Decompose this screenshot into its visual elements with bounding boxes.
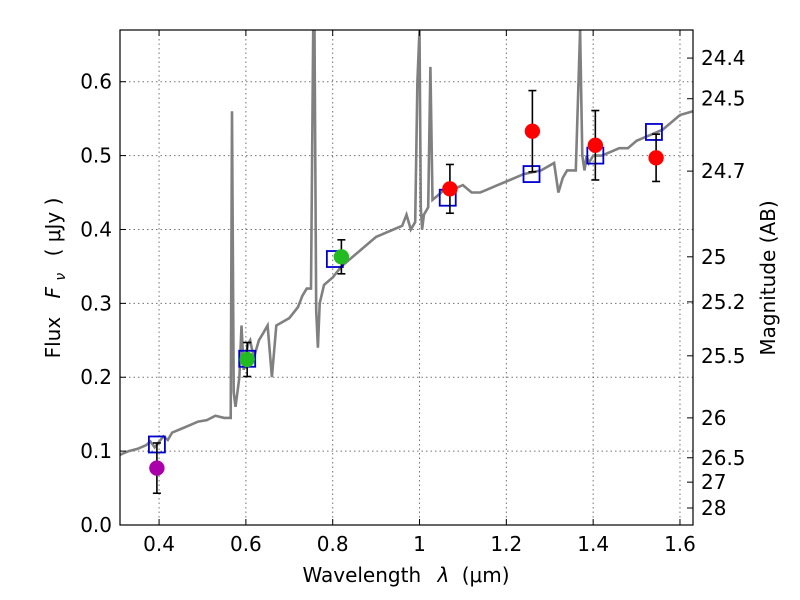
data-point (333, 249, 350, 265)
ticks-layer: 0.4 0.6 0.8 1 1.2 1.4 1.6 0.0 0.1 0.2 0.3 0.4 0.5 0.6… (80, 30, 746, 556)
y-tick-label: 0.5 (80, 144, 112, 168)
x-axis-label: Wavelength λ (μm) (302, 563, 509, 587)
data-point (442, 181, 458, 197)
y2-tick-label: 25.5 (701, 344, 746, 368)
y2-tick-label: 24.4 (701, 46, 746, 70)
grid-layer (120, 30, 693, 526)
x-tick-label: 1.6 (664, 532, 696, 556)
model-square (522, 165, 541, 183)
y2-tick-label: 25 (701, 245, 726, 269)
y-tick-label: 0.1 (80, 439, 112, 463)
x-tick-label: 1.2 (490, 532, 522, 556)
y2-axis-label: Magnitude (AB) (756, 200, 780, 355)
x-tick-label: 1.4 (577, 532, 609, 556)
y2-tick-label: 24.7 (701, 159, 746, 183)
spectrum-layer (120, 30, 693, 456)
y-axis-label: Flux F ν ( μJy ) (41, 198, 70, 359)
data-point (524, 123, 541, 139)
y-tick-label: 0.3 (80, 291, 112, 315)
y2-tick-label: 27 (701, 470, 726, 494)
data-point (587, 137, 604, 154)
x-tick-label: 0.8 (317, 532, 349, 556)
plot-frame (119, 29, 694, 526)
y-tick-label: 0.4 (80, 217, 112, 241)
model-square (645, 123, 663, 141)
data-point (239, 351, 255, 368)
spectrum-line (120, 30, 693, 456)
y-tick-label: 0.6 (80, 70, 112, 94)
y2-tick-label: 26.5 (701, 446, 746, 470)
y2-tick-label: 25.2 (701, 290, 746, 314)
y-tick-label: 0.2 (80, 365, 112, 389)
y2-tick-label: 24.5 (701, 87, 746, 111)
y2-tick-label: 26 (701, 406, 726, 430)
data-point (648, 150, 664, 166)
x-tick-label: 1 (413, 532, 426, 556)
data-point (149, 460, 165, 476)
points-layer (147, 89, 664, 495)
x-tick-label: 0.4 (143, 532, 175, 556)
y2-tick-label: 28 (701, 496, 726, 520)
y-tick-label: 0.0 (80, 513, 112, 537)
x-tick-label: 0.6 (230, 532, 262, 556)
